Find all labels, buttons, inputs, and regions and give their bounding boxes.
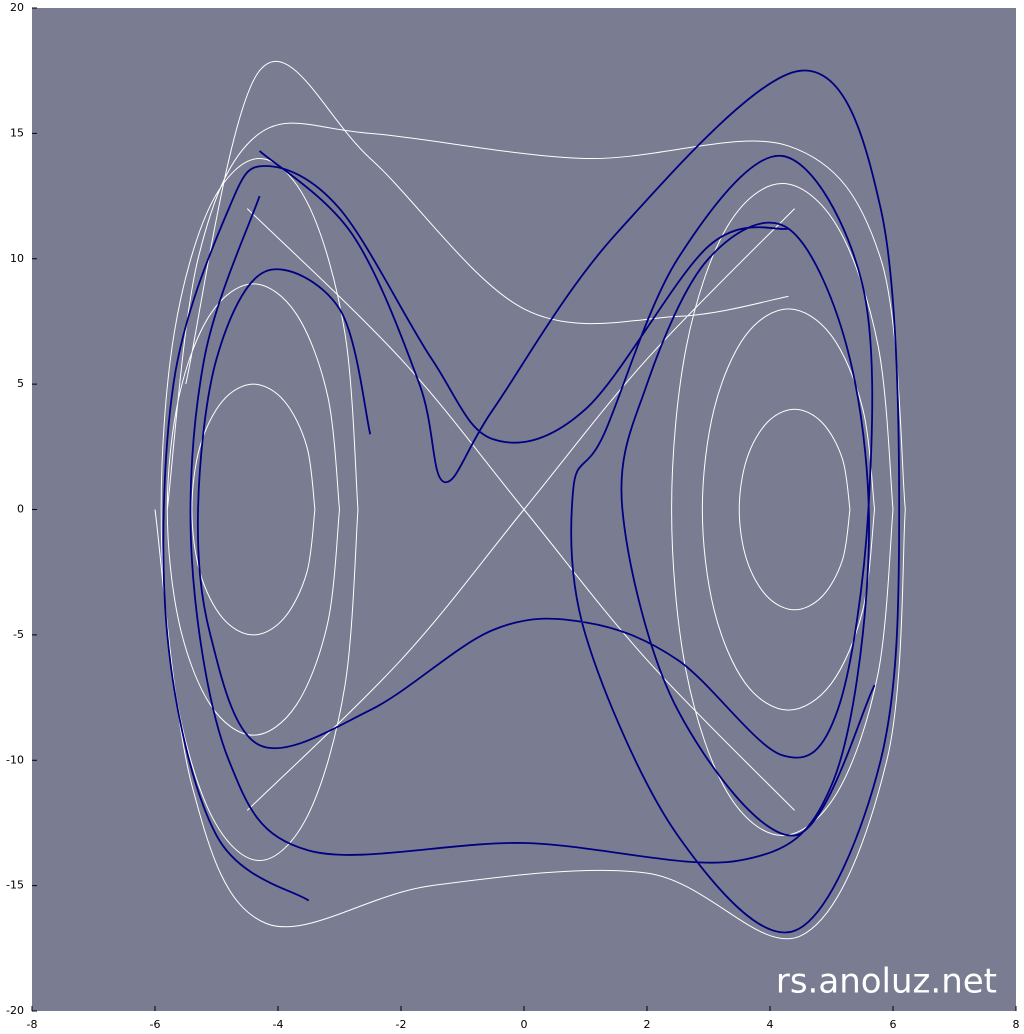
watermark: rs.anoluz.net [776,962,997,1002]
y-tick-label: -20 [6,1004,24,1017]
y-tick-label: -5 [13,628,24,641]
x-tick-label: -2 [396,1018,407,1031]
y-tick-label: 5 [17,377,24,390]
y-tick-label: 15 [10,126,24,139]
x-tick-label: 0 [521,1018,528,1031]
x-tick-label: -6 [150,1018,161,1031]
x-tick-label: 8 [1013,1018,1020,1031]
x-tick-label: -4 [273,1018,284,1031]
trajectory [162,69,901,934]
y-tick-label: -10 [6,753,24,766]
y-tick-label: 10 [10,252,24,265]
x-tick-label: 4 [767,1018,774,1031]
x-tick-label: 2 [644,1018,651,1031]
trajectory [154,61,906,940]
x-tick-label: 6 [890,1018,897,1031]
y-tick-label: -15 [6,879,24,892]
y-tick-label: 0 [17,503,24,516]
x-tick-label: -8 [27,1018,38,1031]
y-tick-label: 20 [10,1,24,14]
